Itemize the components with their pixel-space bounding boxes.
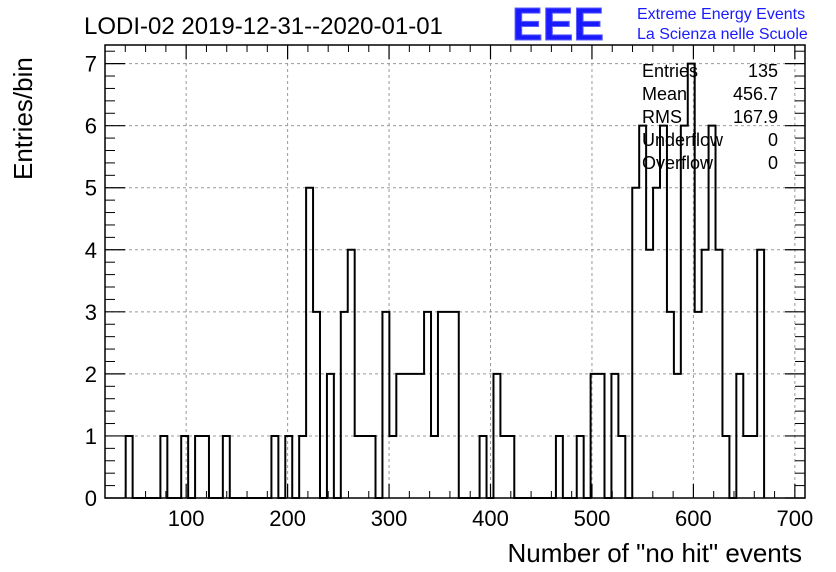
- histogram-bin: [695, 312, 702, 498]
- histogram-bin: [403, 374, 410, 498]
- histogram-bin: [611, 374, 618, 498]
- histogram-bin: [556, 436, 563, 498]
- histogram-bin: [223, 436, 230, 498]
- histogram-bin: [452, 312, 459, 498]
- histogram-bin: [424, 312, 431, 498]
- x-axis-title: Number of "no hit" events: [508, 538, 803, 568]
- histogram-bin: [750, 436, 757, 498]
- histogram-bin: [126, 436, 133, 498]
- y-tick-label: 4: [85, 238, 97, 263]
- histogram-bin: [660, 126, 667, 498]
- stat-label: RMS: [642, 107, 682, 127]
- histogram-bin: [577, 436, 584, 498]
- histogram-series: [124, 62, 766, 499]
- histogram-bin: [181, 436, 188, 498]
- y-tick-label: 7: [85, 52, 97, 77]
- histogram-bin: [702, 250, 709, 498]
- x-axis: 100 200 300 400 500 600 700: [104, 45, 813, 531]
- stats-box: Entries 135 Mean 456.7 RMS 167.9 Underflow 0 Ove…: [642, 61, 778, 173]
- histogram-bin: [445, 312, 452, 498]
- histogram-bin: [500, 436, 507, 498]
- chart-title: LODI-02 2019-12-31--2020-01-01: [84, 13, 443, 40]
- histogram-bin: [341, 312, 348, 498]
- histogram-bin: [598, 374, 605, 498]
- stat-label: Overflow: [642, 153, 714, 173]
- histogram-bin: [632, 188, 639, 498]
- y-tick-label: 6: [85, 114, 97, 139]
- logo-line1: Extreme Energy Events: [637, 6, 805, 23]
- logo-line2: La Scienza nelle Scuole: [637, 26, 808, 43]
- eee-logo-mark: EEE: [512, 0, 604, 50]
- histogram-bin: [410, 374, 417, 498]
- histogram-bin: [667, 312, 674, 498]
- x-tick-label: 600: [675, 506, 712, 531]
- histogram-bin: [382, 312, 389, 498]
- stat-value: 0: [768, 130, 778, 150]
- x-tick-label: 500: [574, 506, 611, 531]
- histogram-bin: [396, 374, 403, 498]
- x-tick-label: 400: [472, 506, 509, 531]
- stat-value: 135: [748, 61, 778, 81]
- y-tick-label: 1: [85, 424, 97, 449]
- histogram-bin: [743, 436, 750, 498]
- y-axis-title: Entries/bin: [8, 57, 38, 180]
- histogram-bin: [709, 126, 716, 498]
- histogram-bin: [507, 436, 514, 498]
- stat-value: 0: [768, 153, 778, 173]
- plot-frame: [104, 44, 806, 499]
- histogram-bin: [362, 436, 369, 498]
- histogram-bin: [327, 374, 334, 498]
- x-tick-label: 300: [371, 506, 408, 531]
- stat-label: Entries: [642, 61, 698, 81]
- eee-logo: EEE Extreme Energy Events La Scienza nel…: [512, 0, 808, 51]
- y-tick-label: 5: [85, 176, 97, 201]
- histogram-bin: [417, 374, 424, 498]
- histogram-bin: [716, 250, 723, 498]
- histogram-bin: [653, 188, 660, 498]
- x-tick-label: 700: [776, 506, 813, 531]
- x-tick-label: 200: [269, 506, 306, 531]
- histogram-bin: [639, 126, 646, 498]
- histogram-bin: [202, 436, 209, 498]
- histogram-bin: [681, 126, 688, 498]
- histogram-bin: [674, 374, 681, 498]
- stat-value: 167.9: [733, 107, 778, 127]
- histogram-bin: [313, 312, 320, 498]
- histogram-bin: [480, 436, 487, 498]
- stat-label: Mean: [642, 84, 687, 104]
- histogram-bin: [160, 436, 167, 498]
- histogram-bin: [688, 64, 695, 498]
- histogram-bin: [438, 312, 445, 498]
- histogram-bin: [271, 436, 278, 498]
- histogram-bin: [348, 250, 355, 498]
- histogram-bin: [369, 436, 376, 498]
- stat-value: 456.7: [733, 84, 778, 104]
- histogram-bin: [431, 436, 438, 498]
- y-tick-label: 0: [85, 486, 97, 511]
- histogram-bin: [722, 436, 729, 498]
- histogram-bin: [736, 374, 743, 498]
- histogram-bin: [306, 188, 313, 498]
- y-tick-label: 2: [85, 362, 97, 387]
- histogram-bin: [493, 374, 500, 498]
- histogram-bin: [285, 436, 292, 498]
- histogram-bin: [757, 250, 764, 498]
- histogram-bin: [355, 436, 362, 498]
- histogram-bin: [195, 436, 202, 498]
- x-tick-label: 100: [168, 506, 205, 531]
- histogram-bin: [646, 250, 653, 498]
- histogram-bin: [389, 436, 396, 498]
- y-axis: 0 1 2 3 4 5 6 7: [85, 50, 805, 511]
- y-tick-label: 3: [85, 300, 97, 325]
- stat-label: Underflow: [642, 130, 724, 150]
- histogram-bin: [618, 436, 625, 498]
- histogram-bin: [299, 436, 306, 498]
- histogram-bin: [591, 374, 598, 498]
